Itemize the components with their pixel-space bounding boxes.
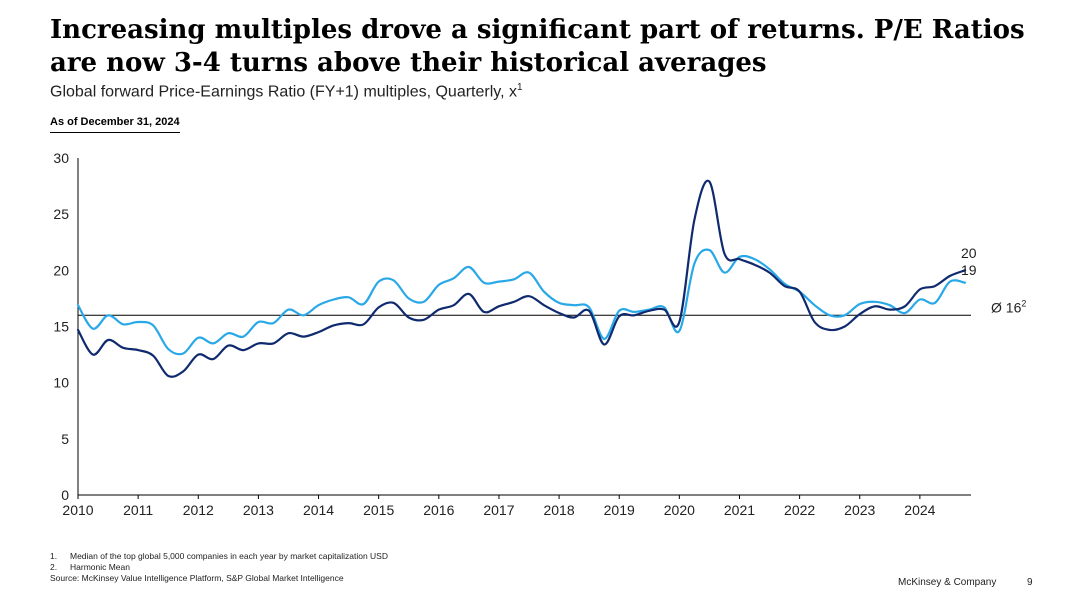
as-of-date: As of December 31, 2024 xyxy=(50,116,180,133)
end-value-label-bottom: 19 xyxy=(961,262,977,278)
x-tick-label: 2018 xyxy=(543,502,574,518)
x-tick-label: 2019 xyxy=(604,502,635,518)
x-tick-label: 2011 xyxy=(123,502,153,518)
brand-name: McKinsey & Company xyxy=(898,577,997,588)
footnote-2: 2. Harmonic Mean xyxy=(50,562,388,573)
x-tick-label: 2023 xyxy=(844,502,875,518)
footnote-text: Median of the top global 5,000 companies… xyxy=(70,551,388,561)
x-tick-label: 2020 xyxy=(664,502,695,518)
x-tick-label: 2024 xyxy=(904,502,935,518)
light-blue-series-line xyxy=(76,248,967,356)
chart-subtitle: Global forward Price-Earnings Ratio (FY+… xyxy=(50,82,523,101)
end-value-label-top: 20 xyxy=(961,245,977,261)
y-tick-label: 10 xyxy=(53,375,69,391)
footnote-number: 2. xyxy=(50,562,58,572)
y-tick-label: 0 xyxy=(61,487,69,503)
x-tick-label: 2015 xyxy=(363,502,394,518)
average-reference-label: Ø 162 xyxy=(991,298,1026,315)
subtitle-text: Global forward Price-Earnings Ratio (FY+… xyxy=(50,83,517,101)
x-tick-label: 2021 xyxy=(724,502,755,518)
reference-label-sup: 2 xyxy=(1021,298,1026,308)
footnote-text: Harmonic Mean xyxy=(70,562,130,572)
subtitle-footnote-marker: 1 xyxy=(516,82,523,93)
slide-title: Increasing multiples drove a significant… xyxy=(50,15,1025,78)
x-tick-label: 2014 xyxy=(303,502,334,518)
page-number: 9 xyxy=(1027,577,1033,588)
y-tick-label: 20 xyxy=(53,262,69,278)
x-tick-label: 2016 xyxy=(423,502,454,518)
footnotes: 1. Median of the top global 5,000 compani… xyxy=(50,551,388,584)
dark-navy-series-line xyxy=(76,179,967,378)
source-note: Source: McKinsey Value Intelligence Plat… xyxy=(50,573,344,583)
x-tick-label: 2012 xyxy=(183,502,214,518)
x-tick-label: 2022 xyxy=(784,502,815,518)
x-tick-label: 2010 xyxy=(62,502,93,518)
x-tick-label: 2013 xyxy=(243,502,274,518)
y-tick-label: 25 xyxy=(53,206,69,222)
footnote-number: 1. xyxy=(50,551,58,561)
y-tick-label: 5 xyxy=(61,431,69,447)
reference-label-text: Ø 16 xyxy=(991,299,1022,315)
y-tick-label: 15 xyxy=(53,319,69,335)
x-tick-label: 2017 xyxy=(483,502,514,518)
y-tick-label: 30 xyxy=(53,150,69,166)
footnote-1: 1. Median of the top global 5,000 compani… xyxy=(50,551,388,562)
